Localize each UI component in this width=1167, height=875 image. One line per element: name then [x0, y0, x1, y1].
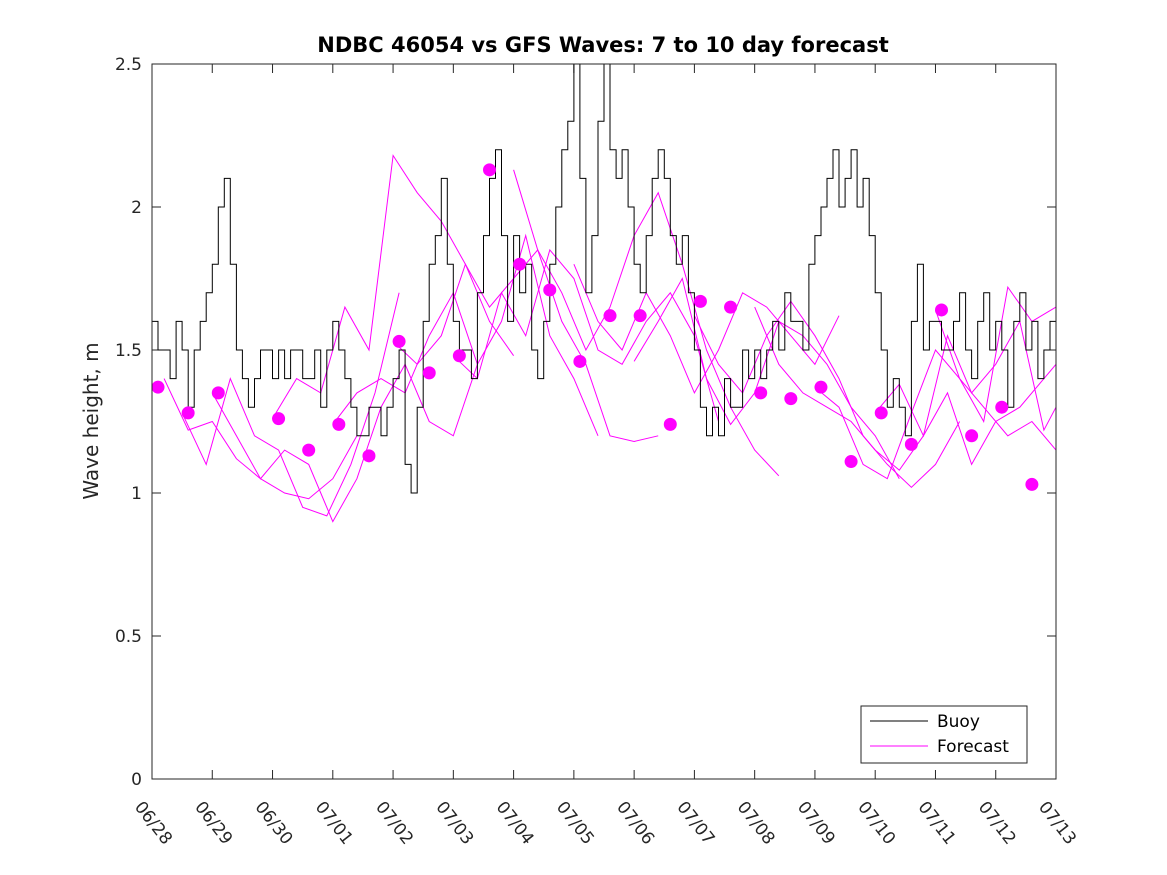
forecast-point — [844, 455, 858, 469]
forecast-point — [784, 392, 798, 406]
forecast-line — [272, 154, 515, 419]
forecast-point — [633, 309, 647, 323]
forecast-point — [874, 406, 888, 420]
x-tick-label: 07/02 — [371, 798, 417, 849]
forecast-point — [392, 334, 406, 348]
forecast-point — [754, 386, 768, 400]
forecast-point — [543, 283, 557, 297]
forecast-point — [362, 449, 376, 463]
forecast-point — [332, 417, 346, 431]
y-tick-label: 2.5 — [115, 55, 142, 75]
forecast-line — [693, 300, 961, 488]
forecast-line — [573, 264, 840, 395]
y-tick-label: 1 — [131, 484, 142, 504]
forecast-line — [211, 363, 478, 523]
x-tick-label: 07/01 — [311, 798, 357, 849]
forecast-point — [965, 429, 979, 443]
legend: Buoy Forecast — [860, 705, 1028, 764]
forecast-point — [181, 406, 195, 420]
forecast-point — [513, 257, 527, 271]
x-tick-label: 07/05 — [552, 798, 598, 849]
x-tick-label: 07/07 — [672, 798, 718, 849]
forecast-point — [482, 163, 496, 177]
buoy-line — [152, 63, 1057, 494]
forecast-point — [452, 349, 466, 363]
forecast-line — [332, 233, 599, 436]
y-tick-label: 0 — [131, 770, 142, 790]
x-tick-label: 06/30 — [251, 798, 297, 849]
forecast-point — [693, 294, 707, 308]
forecast-line — [935, 285, 1057, 423]
chart-title: NDBC 46054 vs GFS Waves: 7 to 10 day for… — [317, 33, 888, 57]
legend-label-buoy: Buoy — [937, 712, 980, 732]
forecast-point — [663, 417, 677, 431]
forecast-point — [814, 380, 828, 394]
forecast-point — [211, 386, 225, 400]
x-tick-label: 07/11 — [914, 798, 960, 849]
x-tick-label: 07/10 — [853, 798, 899, 849]
forecast-point — [151, 380, 165, 394]
forecast-point — [603, 309, 617, 323]
forecast-point — [1025, 477, 1039, 491]
forecast-line — [513, 169, 780, 477]
forecast-point — [272, 412, 286, 426]
forecast-line — [452, 248, 719, 422]
x-tick-label: 07/04 — [492, 798, 538, 849]
forecast-line — [181, 292, 400, 517]
forecast-line — [874, 320, 1057, 438]
x-tick-label: 07/06 — [612, 798, 658, 849]
forecast-line — [814, 349, 1057, 480]
y-tick-label: 2 — [131, 198, 142, 218]
forecast-point — [934, 303, 948, 317]
axes-border — [151, 63, 1057, 780]
forecast-point — [724, 300, 738, 314]
x-tick-label: 06/29 — [190, 798, 236, 849]
x-tick-label: 07/03 — [431, 798, 477, 849]
x-tick-label: 07/08 — [733, 798, 779, 849]
legend-box — [860, 705, 1028, 764]
forecast-point — [995, 400, 1009, 414]
plot-area: 0 0.5 1 1.5 2 2.5 06/28 06/29 06/30 07/01 07/02 07/… — [115, 55, 1080, 849]
forecast-point — [422, 366, 436, 380]
y-tick-label: 0.5 — [115, 627, 142, 647]
forecast-point — [904, 437, 918, 451]
forecast-point — [302, 443, 316, 457]
forecast-point — [573, 354, 587, 368]
x-tick-label: 06/28 — [130, 798, 176, 849]
y-tick-label: 1.5 — [115, 341, 142, 361]
x-tick-label: 07/13 — [1034, 798, 1080, 849]
x-tick-label: 07/09 — [793, 798, 839, 849]
x-tick-label: 07/12 — [974, 798, 1020, 849]
y-axis-label: Wave height, m — [79, 342, 103, 499]
legend-label-forecast: Forecast — [937, 737, 1009, 757]
axes-frame — [151, 63, 1057, 780]
